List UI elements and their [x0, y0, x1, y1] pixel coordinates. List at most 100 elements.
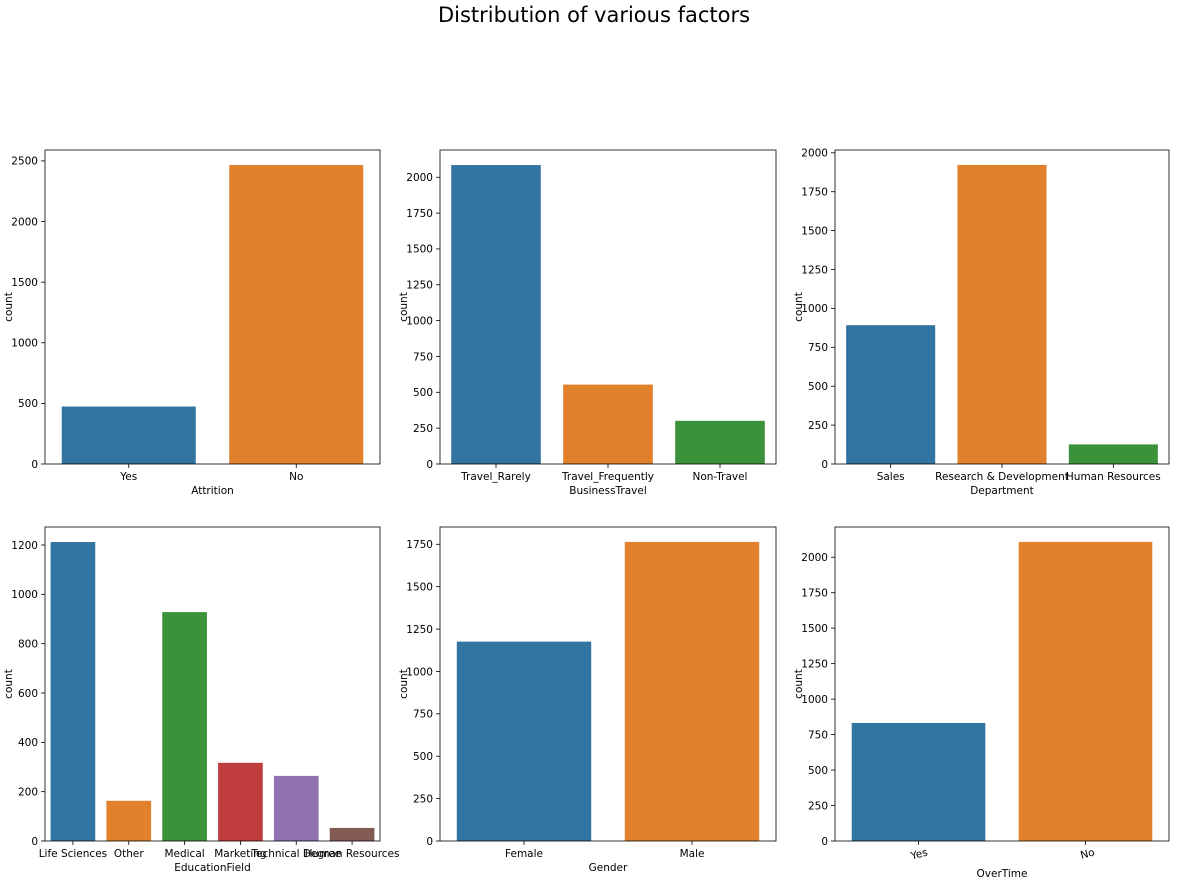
y-tick-label: 1000 [11, 589, 38, 601]
bar-4-2 [106, 800, 152, 841]
y-tick-label: 0 [821, 836, 828, 848]
x-tick-label: Technical Degree [250, 848, 341, 860]
x-axis-label: Department [970, 485, 1034, 497]
y-tick-label: 2000 [11, 216, 38, 228]
x-tick-label: Travel_Rarely [460, 471, 531, 483]
y-tick-label: 200 [18, 786, 38, 798]
y-tick-label: 1250 [801, 658, 828, 670]
y-tick-label: 600 [18, 688, 38, 700]
y-axis-label: count [3, 292, 15, 322]
bar-1-1 [61, 406, 196, 464]
bar-4-1 [50, 542, 96, 841]
bar-3-2 [957, 164, 1047, 464]
y-tick-label: 1000 [406, 666, 433, 678]
y-tick-label: 0 [31, 459, 38, 471]
y-tick-label: 500 [18, 398, 38, 410]
x-axis-label: Gender [589, 862, 628, 874]
x-tick-label: No [1079, 846, 1096, 861]
bar-1-2 [229, 165, 364, 464]
bar-6-2 [1018, 541, 1153, 841]
y-tick-label: 400 [18, 737, 38, 749]
y-tick-label: 1000 [406, 315, 433, 327]
y-axis-label: count [398, 669, 410, 699]
y-tick-label: 250 [413, 793, 433, 805]
y-tick-label: 250 [808, 420, 828, 432]
bar-4-5 [273, 775, 319, 841]
y-tick-label: 1500 [406, 244, 433, 256]
y-tick-label: 500 [808, 765, 828, 777]
y-tick-label: 750 [808, 342, 828, 354]
bar-6-1 [851, 722, 986, 841]
y-axis-label: count [793, 292, 805, 322]
x-tick-label: Other [114, 848, 144, 860]
x-tick-label: Non-Travel [693, 471, 748, 483]
subplot-1: 0 500 1000 1500 2000 2500 Yes No Attrition count [3, 149, 381, 497]
y-tick-label: 1250 [406, 624, 433, 636]
x-tick-label: Research & Development [935, 471, 1069, 483]
bar-2-2 [563, 384, 653, 464]
x-axis-label: EducationField [174, 862, 251, 874]
y-tick-label: 1000 [801, 694, 828, 706]
bar-5-1 [456, 641, 592, 841]
y-tick-label: 0 [31, 836, 38, 848]
y-tick-label: 500 [413, 751, 433, 763]
y-tick-label: 500 [413, 387, 433, 399]
y-tick-label: 800 [18, 638, 38, 650]
bar-2-1 [451, 165, 541, 465]
bar-2-3 [675, 420, 765, 464]
y-axis-label: count [3, 669, 15, 699]
y-tick-label: 250 [808, 800, 828, 812]
y-tick-label: 750 [808, 729, 828, 741]
y-tick-label: 750 [413, 709, 433, 721]
y-tick-label: 1750 [801, 187, 828, 199]
y-tick-label: 2000 [801, 552, 828, 564]
x-tick-label: No [289, 471, 303, 483]
bar-4-6 [329, 827, 375, 841]
subplot-3: 0 250 500 750 1000 1250 1500 1750 2000 Sales Resea… [793, 148, 1170, 497]
y-tick-label: 1500 [801, 225, 828, 237]
x-tick-label: Yes [119, 471, 137, 483]
y-tick-label: 1000 [11, 338, 38, 350]
y-tick-label: 1750 [406, 208, 433, 220]
x-tick-label: Human Resources [1066, 471, 1161, 483]
axes-frame [44, 526, 381, 842]
bar-5-2 [624, 541, 760, 841]
y-tick-label: 1000 [801, 303, 828, 315]
x-axis-label: OverTime [977, 868, 1028, 880]
y-tick-label: 0 [426, 836, 433, 848]
x-tick-label: Marketing [214, 848, 266, 860]
x-axis-label: Attrition [191, 485, 234, 497]
axes-frame [439, 526, 777, 842]
x-tick-label: Medical [164, 848, 204, 860]
bar-4-4 [218, 762, 263, 841]
y-tick-label: 1200 [11, 540, 38, 552]
x-tick-label: Female [505, 848, 543, 860]
y-tick-label: 1500 [801, 623, 828, 635]
x-tick-label: Life Sciences [39, 848, 107, 860]
bar-4-3 [162, 612, 207, 841]
axes-frame [44, 149, 381, 465]
y-tick-label: 1250 [801, 264, 828, 276]
subplot-4: 0 200 400 600 800 1000 1200 Life Sciences Other M… [3, 526, 400, 874]
y-tick-label: 2000 [801, 148, 828, 160]
y-axis-label: count [793, 669, 805, 699]
y-tick-label: 250 [413, 423, 433, 435]
y-tick-label: 1250 [406, 280, 433, 292]
figure-title: Distribution of various factors [438, 3, 750, 27]
subplot-6: 0 250 500 750 1000 1250 1500 1750 2000 Yes No OverT… [793, 526, 1170, 880]
y-tick-label: 2000 [406, 172, 433, 184]
y-tick-label: 0 [821, 459, 828, 471]
y-tick-label: 2500 [11, 156, 38, 168]
y-tick-label: 0 [426, 459, 433, 471]
bar-3-1 [846, 325, 936, 464]
y-tick-label: 1500 [406, 581, 433, 593]
x-tick-label: Human Resources [305, 848, 400, 860]
subplot-5: 0 250 500 750 1000 1250 1500 1750 Female Male Gend… [398, 526, 777, 874]
y-axis-label: count [398, 292, 410, 322]
y-tick-label: 750 [413, 351, 433, 363]
y-tick-label: 1750 [406, 539, 433, 551]
bar-3-3 [1068, 444, 1158, 464]
y-tick-label: 500 [808, 381, 828, 393]
x-tick-label: Travel_Frequently [561, 471, 654, 483]
